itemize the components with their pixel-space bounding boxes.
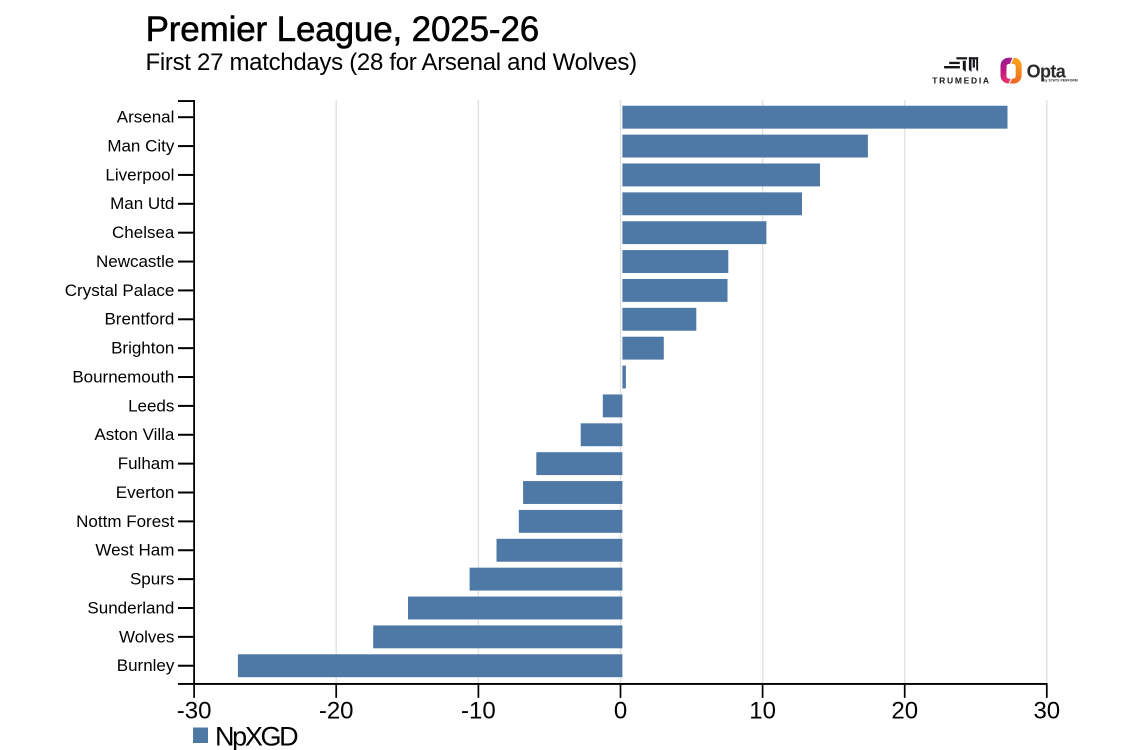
svg-text:Leeds: Leeds — [128, 396, 174, 415]
svg-text:-30: -30 — [177, 698, 212, 725]
svg-text:-10: -10 — [461, 698, 496, 725]
svg-text:Liverpool: Liverpool — [105, 165, 174, 184]
svg-text:Premier League, 2025-26: Premier League, 2025-26 — [146, 10, 539, 49]
svg-text:Crystal Palace: Crystal Palace — [65, 281, 175, 300]
svg-text:Opta: Opta — [1027, 62, 1067, 82]
svg-text:Aston Villa: Aston Villa — [94, 425, 175, 444]
svg-text:TRUMEDIA: TRUMEDIA — [932, 76, 990, 86]
svg-text:NpXGD: NpXGD — [215, 721, 298, 750]
svg-text:by STATS PERFORM: by STATS PERFORM — [1043, 79, 1078, 83]
svg-text:Chelsea: Chelsea — [112, 223, 175, 242]
svg-text:First 27 matchdays (28 for Ars: First 27 matchdays (28 for Arsenal and W… — [146, 49, 637, 76]
svg-text:Burnley: Burnley — [117, 656, 175, 675]
svg-text:-20: -20 — [319, 698, 354, 725]
svg-text:20: 20 — [891, 698, 918, 725]
svg-text:Brentford: Brentford — [104, 310, 174, 329]
svg-text:Sunderland: Sunderland — [87, 598, 174, 617]
svg-text:Man City: Man City — [107, 136, 175, 155]
svg-text:30: 30 — [1033, 698, 1060, 725]
svg-text:Man Utd: Man Utd — [110, 194, 174, 213]
svg-text:Brighton: Brighton — [111, 339, 174, 358]
svg-text:Everton: Everton — [116, 483, 175, 502]
svg-text:Nottm Forest: Nottm Forest — [76, 512, 175, 531]
svg-text:Arsenal: Arsenal — [117, 108, 175, 127]
svg-text:Newcastle: Newcastle — [96, 252, 174, 271]
svg-text:10: 10 — [749, 698, 776, 725]
svg-text:Wolves: Wolves — [119, 627, 174, 646]
svg-text:0: 0 — [614, 698, 627, 725]
svg-text:Bournemouth: Bournemouth — [72, 367, 174, 386]
svg-text:West Ham: West Ham — [95, 541, 174, 560]
svg-text:Spurs: Spurs — [130, 570, 174, 589]
svg-text:Fulham: Fulham — [118, 454, 175, 473]
